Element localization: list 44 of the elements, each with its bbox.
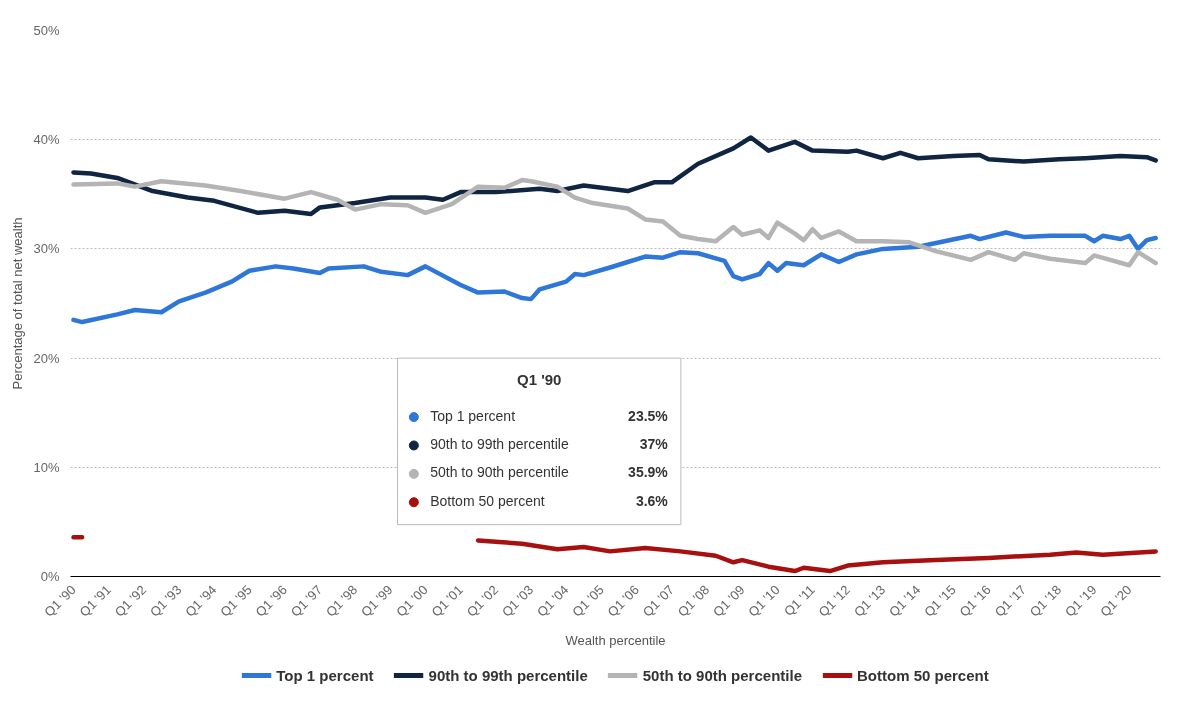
- x-tick-label: Q1 '96: [252, 582, 290, 620]
- text: 50th to 90th percentile: [642, 666, 802, 684]
- x-tick-label: Q1 '99: [358, 582, 396, 620]
- x-tick-label: Q1 '19: [1062, 582, 1100, 620]
- x-tick-label: Q1 '01: [428, 582, 466, 620]
- x-tick-label: Q1 '92: [111, 582, 150, 620]
- x-tick-label: Q1 '93: [147, 582, 185, 620]
- text: 90th to 99th percentile: [428, 666, 588, 684]
- x-tick-label: Q1 '06: [604, 582, 642, 620]
- line-series: [71, 135, 1158, 217]
- line-series: [71, 230, 1158, 325]
- legend-label: 90th to 99th percentile: [430, 436, 569, 453]
- x-tick-label: Q1 '20: [1097, 582, 1135, 620]
- x-tick-label: Q1 '00: [393, 582, 431, 620]
- text: Top 1 percent: [276, 666, 374, 684]
- x-tick-label: Q1 '11: [781, 582, 818, 619]
- x-tick-label: Q1 '95: [217, 582, 255, 620]
- x-tick-label: Q1 '15: [921, 582, 959, 620]
- text: Bottom 50 percent: [856, 666, 989, 684]
- x-tick-label: Q1 '91: [76, 582, 114, 620]
- x-tick-label: Q1 '05: [569, 582, 607, 620]
- x-tick-label: Q1 '16: [956, 582, 994, 620]
- y-tick-label: 20%: [33, 350, 60, 366]
- y-tick-label: 30%: [33, 241, 60, 257]
- x-tick-label: Q1 '04: [534, 582, 572, 620]
- y-tick-label: 50%: [33, 23, 60, 38]
- y-tick-label: 40%: [33, 132, 60, 148]
- legend-label: Top 1 percent: [430, 407, 516, 424]
- legend-label: 50th to 90th percentile: [430, 464, 569, 481]
- y-axis-title: Percentage of total net wealth: [10, 217, 26, 390]
- annotation: 3.6%: [635, 492, 669, 509]
- x-tick-label: Q1 '09: [710, 582, 748, 620]
- annotation: 35.9%: [628, 464, 669, 481]
- y-tick-label: 10%: [33, 459, 60, 475]
- x-tick-label: Q1 '94: [182, 582, 220, 620]
- legend-label: Bottom 50 percent: [430, 492, 545, 509]
- x-tick-label: Q1 '10: [745, 582, 783, 620]
- y-tick-label: 0%: [40, 569, 60, 584]
- annotation: 23.5%: [628, 407, 669, 424]
- x-tick-label: Q1 '90: [41, 582, 79, 620]
- x-axis-title: Wealth percentile: [565, 632, 666, 648]
- annotation: 37%: [639, 436, 669, 453]
- annotation: Q1 '90: [516, 371, 562, 389]
- x-tick-label: Q1 '14: [886, 582, 924, 620]
